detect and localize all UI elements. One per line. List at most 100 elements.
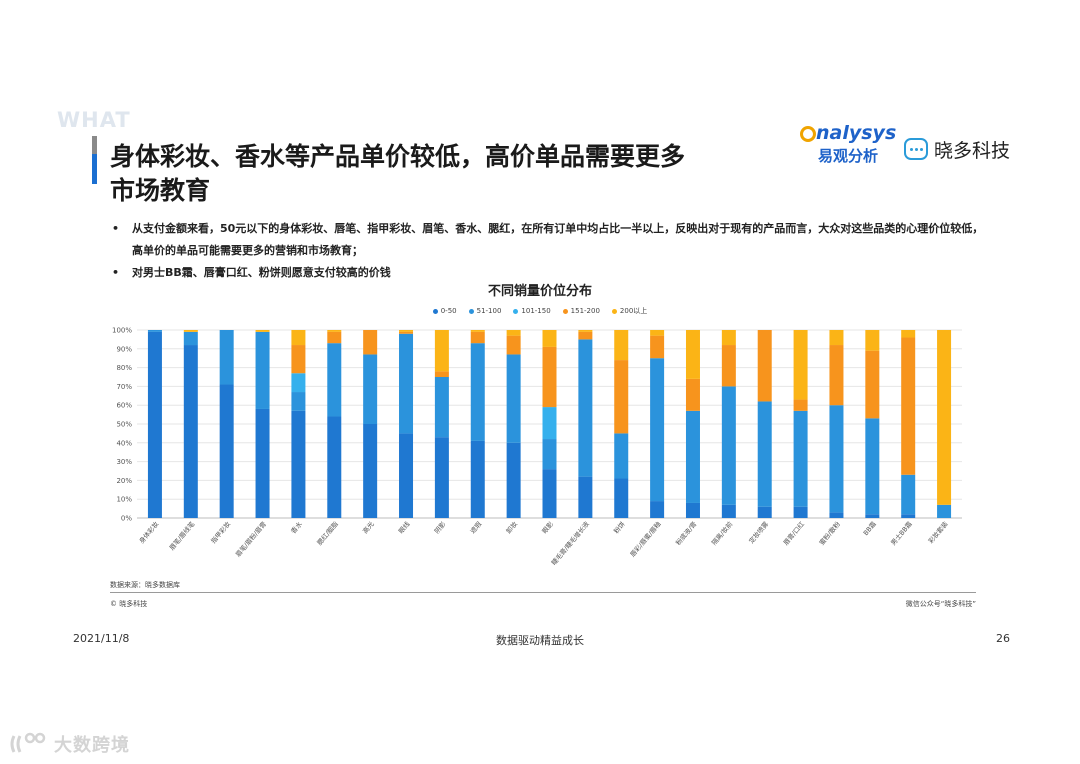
bar-segment-200以上 bbox=[685, 330, 700, 379]
analysys-logo-word: nalysys bbox=[816, 122, 897, 144]
bar-segment-151-200 bbox=[506, 335, 521, 355]
chart-title: 不同销量价位分布 bbox=[487, 284, 592, 299]
y-tick-label: 70% bbox=[116, 383, 132, 391]
watermark: 大数跨境 bbox=[8, 730, 130, 758]
x-tick-label: 定妆喷雾 bbox=[747, 519, 771, 545]
bar-segment-0-50 bbox=[147, 331, 162, 518]
legend-item-0: 0-50 bbox=[432, 306, 457, 316]
bar-segment-200以上 bbox=[901, 330, 916, 338]
bullet-text: 对男士BB霜、唇膏口红、粉饼则愿意支付较高的价钱 bbox=[132, 266, 391, 279]
y-tick-label: 20% bbox=[116, 477, 132, 485]
bar-segment-200以上 bbox=[542, 330, 557, 347]
bar-segment-151-200 bbox=[363, 330, 378, 355]
bar-segment-0-50 bbox=[434, 437, 449, 518]
bar-segment-151-200 bbox=[399, 331, 414, 334]
bar-segment-151-200 bbox=[542, 346, 557, 408]
wechat-account: 微信公众号“晓多科技” bbox=[905, 600, 976, 608]
bar-segment-51-100 bbox=[650, 358, 665, 502]
bar-segment-51-100 bbox=[901, 474, 916, 515]
bar-segment-51-100 bbox=[829, 405, 844, 513]
bullet-text: 从支付金额来看，50元以下的身体彩妆、唇笔、指甲彩妆、眉笔、香水、腮红，在所有订… bbox=[132, 222, 984, 257]
bar-segment-51-100 bbox=[865, 418, 880, 515]
x-tick-label: 眉笔/眉粉/眉膏 bbox=[233, 519, 268, 558]
bar-segment-51-100 bbox=[291, 392, 306, 411]
bar-segment-0-50 bbox=[614, 478, 629, 518]
bar-segment-101-150 bbox=[291, 373, 306, 393]
legend-label: 151-200 bbox=[570, 307, 600, 315]
bar-segment-151-200 bbox=[685, 378, 700, 411]
bar-segment-200以上 bbox=[327, 330, 342, 332]
bar-segment-200以上 bbox=[865, 330, 880, 351]
bar-segment-200以上 bbox=[434, 330, 449, 372]
bar-segment-200以上 bbox=[650, 330, 665, 336]
y-tick-label: 80% bbox=[116, 364, 132, 372]
bar-segment-51-100 bbox=[685, 410, 700, 503]
y-tick-label: 10% bbox=[116, 496, 132, 504]
x-tick-label: 粉饼 bbox=[612, 519, 628, 535]
bar-segment-0-50 bbox=[399, 433, 414, 518]
x-tick-label: 粉底液/膏 bbox=[673, 519, 698, 547]
chart-legend: 0-50 51-100 101-150 151-200 200以上 bbox=[0, 306, 1080, 316]
bar-segment-0-50 bbox=[901, 514, 916, 518]
y-tick-label: 60% bbox=[116, 402, 132, 410]
bar-segment-200以上 bbox=[829, 330, 844, 346]
legend-item-1: 51-100 bbox=[468, 306, 502, 316]
bar-segment-0-50 bbox=[865, 514, 880, 518]
bar-segment-151-200 bbox=[793, 399, 808, 411]
x-tick-label: 唇笔/唇线笔 bbox=[167, 519, 197, 552]
y-tick-label: 50% bbox=[116, 421, 132, 429]
legend-swatch bbox=[562, 308, 568, 314]
legend-swatch bbox=[513, 308, 519, 314]
y-tick-label: 90% bbox=[116, 345, 132, 353]
x-tick-label: 眼线 bbox=[396, 519, 412, 535]
page-title-line1: 身体彩妆、香水等产品单价较低，高价单品需要更多 bbox=[110, 142, 686, 171]
legend-swatch bbox=[432, 308, 438, 314]
source-divider bbox=[110, 592, 976, 593]
page-title-line2: 市场教育 bbox=[110, 176, 211, 205]
title-accent-bar bbox=[92, 136, 97, 196]
legend-label: 0-50 bbox=[440, 307, 457, 315]
bar-segment-151-200 bbox=[327, 331, 342, 344]
bar-segment-51-100 bbox=[327, 343, 342, 417]
x-tick-label: 唇彩/唇蜜/唇釉 bbox=[628, 519, 663, 558]
x-tick-label: 阴影 bbox=[432, 519, 448, 535]
footer-slogan: 数据驱动精益成长 bbox=[496, 634, 584, 647]
bar-segment-51-100 bbox=[147, 330, 162, 332]
bar-segment-200以上 bbox=[291, 330, 306, 346]
legend-item-3: 151-200 bbox=[562, 306, 600, 316]
x-tick-label: 蜜粉/散粉 bbox=[817, 519, 842, 547]
data-source: 数据来源：晓多数据库 bbox=[110, 581, 180, 589]
bar-segment-151-200 bbox=[829, 345, 844, 406]
page-number: 26 bbox=[996, 632, 1010, 645]
bullet-item: • 对男士BB霜、唇膏口红、粉饼则愿意支付较高的价钱 bbox=[112, 262, 992, 284]
bar-segment-0-50 bbox=[219, 384, 234, 518]
bar-segment-0-50 bbox=[757, 506, 772, 518]
bar-segment-51-100 bbox=[183, 331, 198, 346]
legend-swatch bbox=[468, 308, 474, 314]
bar-segment-51-100 bbox=[434, 377, 449, 438]
x-tick-label: 卸妆 bbox=[504, 519, 520, 535]
bar-segment-0-50 bbox=[578, 476, 593, 518]
legend-item-2: 101-150 bbox=[513, 306, 551, 316]
bullet-dot: • bbox=[112, 222, 120, 235]
bar-segment-51-100 bbox=[363, 354, 378, 424]
bar-segment-0-50 bbox=[183, 345, 198, 518]
bar-segment-51-100 bbox=[506, 354, 521, 443]
y-tick-label: 100% bbox=[112, 327, 132, 335]
bar-segment-151-200 bbox=[721, 345, 736, 387]
bar-segment-200以上 bbox=[614, 330, 629, 361]
bar-segment-151-200 bbox=[650, 335, 665, 359]
legend-item-4: 200以上 bbox=[611, 306, 647, 316]
bar-segment-200以上 bbox=[470, 330, 485, 332]
analysys-ring-icon bbox=[800, 126, 816, 142]
bar-segment-0-50 bbox=[506, 442, 521, 518]
bar-segment-51-100 bbox=[937, 504, 952, 518]
x-tick-label: 睫毛膏/睫毛增长液 bbox=[549, 519, 591, 567]
bar-segment-200以上 bbox=[255, 330, 270, 332]
page-title: 身体彩妆、香水等产品单价较低，高价单品需要更多 市场教育 bbox=[110, 140, 810, 208]
bar-segment-51-100 bbox=[757, 401, 772, 507]
bar-segment-200以上 bbox=[399, 330, 414, 332]
x-tick-label: 彩妆套装 bbox=[926, 519, 950, 545]
x-tick-label: 高光 bbox=[360, 519, 376, 535]
legend-label: 51-100 bbox=[476, 307, 502, 315]
